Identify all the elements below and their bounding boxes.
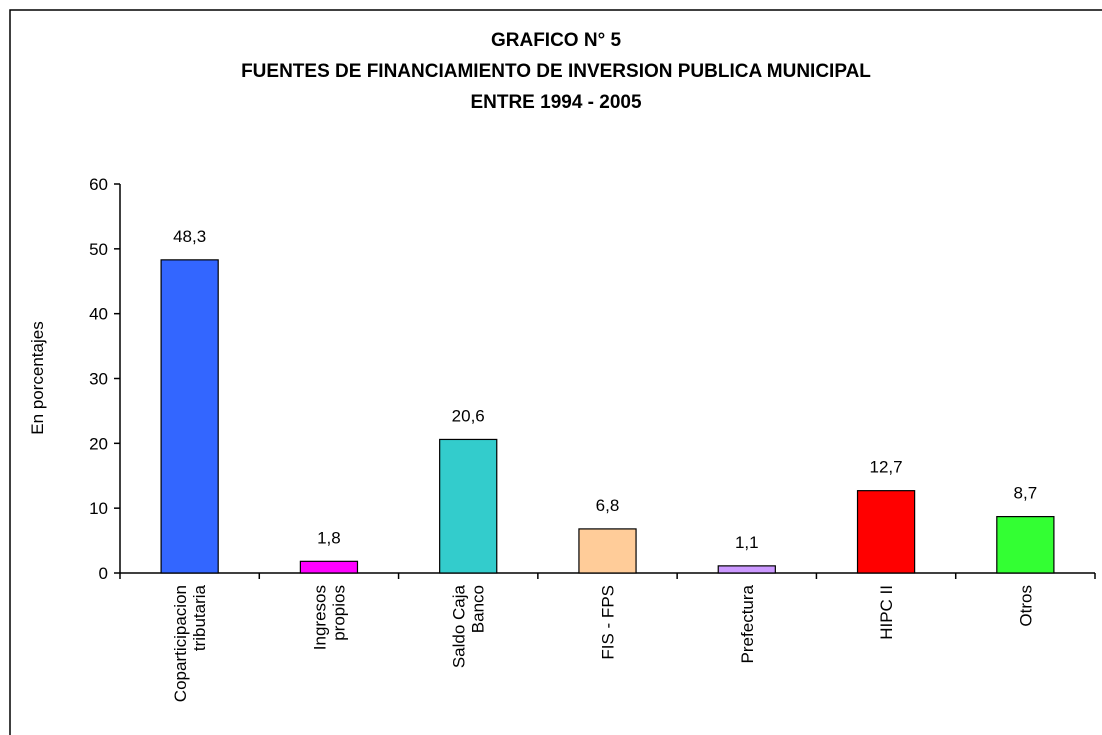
- bar: [856, 490, 916, 574]
- y-tick-label: 50: [89, 240, 108, 259]
- bar: [439, 438, 498, 574]
- y-tick-label: 60: [89, 175, 108, 194]
- data-label: 20,6: [452, 406, 485, 425]
- y-tick-label: 10: [89, 499, 108, 518]
- x-tick-label: FIS - FPS: [599, 585, 618, 660]
- y-tick-label: 30: [89, 370, 108, 389]
- data-label: 6,8: [596, 496, 620, 515]
- y-tick-label: 0: [99, 564, 108, 583]
- chart-title: FUENTES DE FINANCIAMIENTO DE INVERSION P…: [241, 61, 871, 82]
- y-tick-label: 20: [89, 434, 108, 453]
- bar: [717, 565, 776, 574]
- data-label: 1,1: [735, 533, 759, 552]
- data-label: 12,7: [870, 458, 903, 477]
- x-tick-label: Otros: [1016, 585, 1035, 627]
- chart-title: GRAFICO N° 5: [491, 30, 621, 51]
- data-label: 8,7: [1014, 484, 1038, 503]
- x-tick-label: Coparticipaciontributaria: [171, 584, 209, 702]
- x-tick-label: Saldo CajaBanco: [450, 584, 488, 668]
- bar: [996, 515, 1055, 574]
- y-tick-label: 40: [89, 305, 108, 324]
- chart-title: ENTRE 1994 - 2005: [470, 92, 642, 113]
- bar: [299, 560, 359, 574]
- x-tick-label: HIPC II: [877, 585, 896, 640]
- data-label: 48,3: [173, 227, 206, 246]
- data-label: 1,8: [317, 528, 341, 547]
- x-tick-label: Ingresospropios: [310, 585, 348, 650]
- bar: [160, 259, 219, 574]
- bar: [578, 528, 637, 574]
- y-axis-label: En porcentajes: [28, 321, 47, 434]
- x-tick-label: Prefectura: [738, 584, 757, 663]
